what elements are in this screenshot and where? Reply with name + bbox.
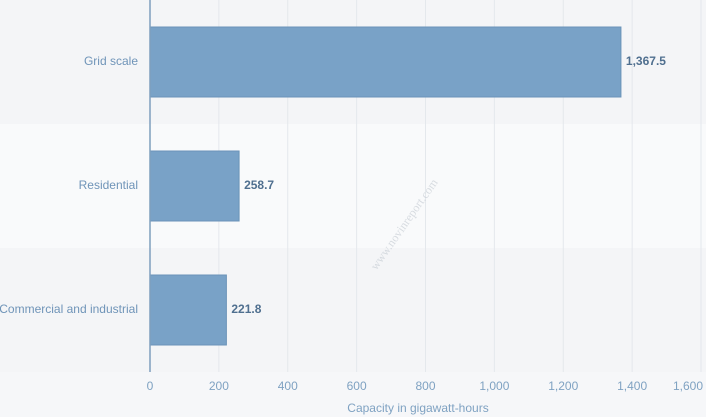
value-label: 258.7	[244, 178, 274, 192]
x-tick-label: 800	[415, 379, 435, 393]
bar	[149, 26, 622, 98]
x-tick-label: 1,600	[673, 379, 703, 393]
y-tick-label: Residential	[79, 178, 138, 192]
x-tick-label: 1,000	[479, 379, 509, 393]
bar	[149, 150, 240, 222]
x-tick-label: 600	[347, 379, 367, 393]
x-tick-label: 1,400	[617, 379, 647, 393]
y-tick-label: Commercial and industrial	[0, 302, 138, 316]
value-label: 1,367.5	[626, 54, 666, 68]
x-tick-label: 0	[147, 379, 154, 393]
y-tick-label: Grid scale	[84, 54, 138, 68]
x-axis-title: Capacity in gigawatt-hours	[347, 401, 488, 415]
x-tick-label: 1,200	[548, 379, 578, 393]
x-tick-label: 200	[209, 379, 229, 393]
value-label: 221.8	[231, 302, 261, 316]
x-tick-label: 400	[278, 379, 298, 393]
bar	[149, 274, 227, 346]
row-band	[0, 124, 706, 248]
row-band	[0, 248, 706, 372]
